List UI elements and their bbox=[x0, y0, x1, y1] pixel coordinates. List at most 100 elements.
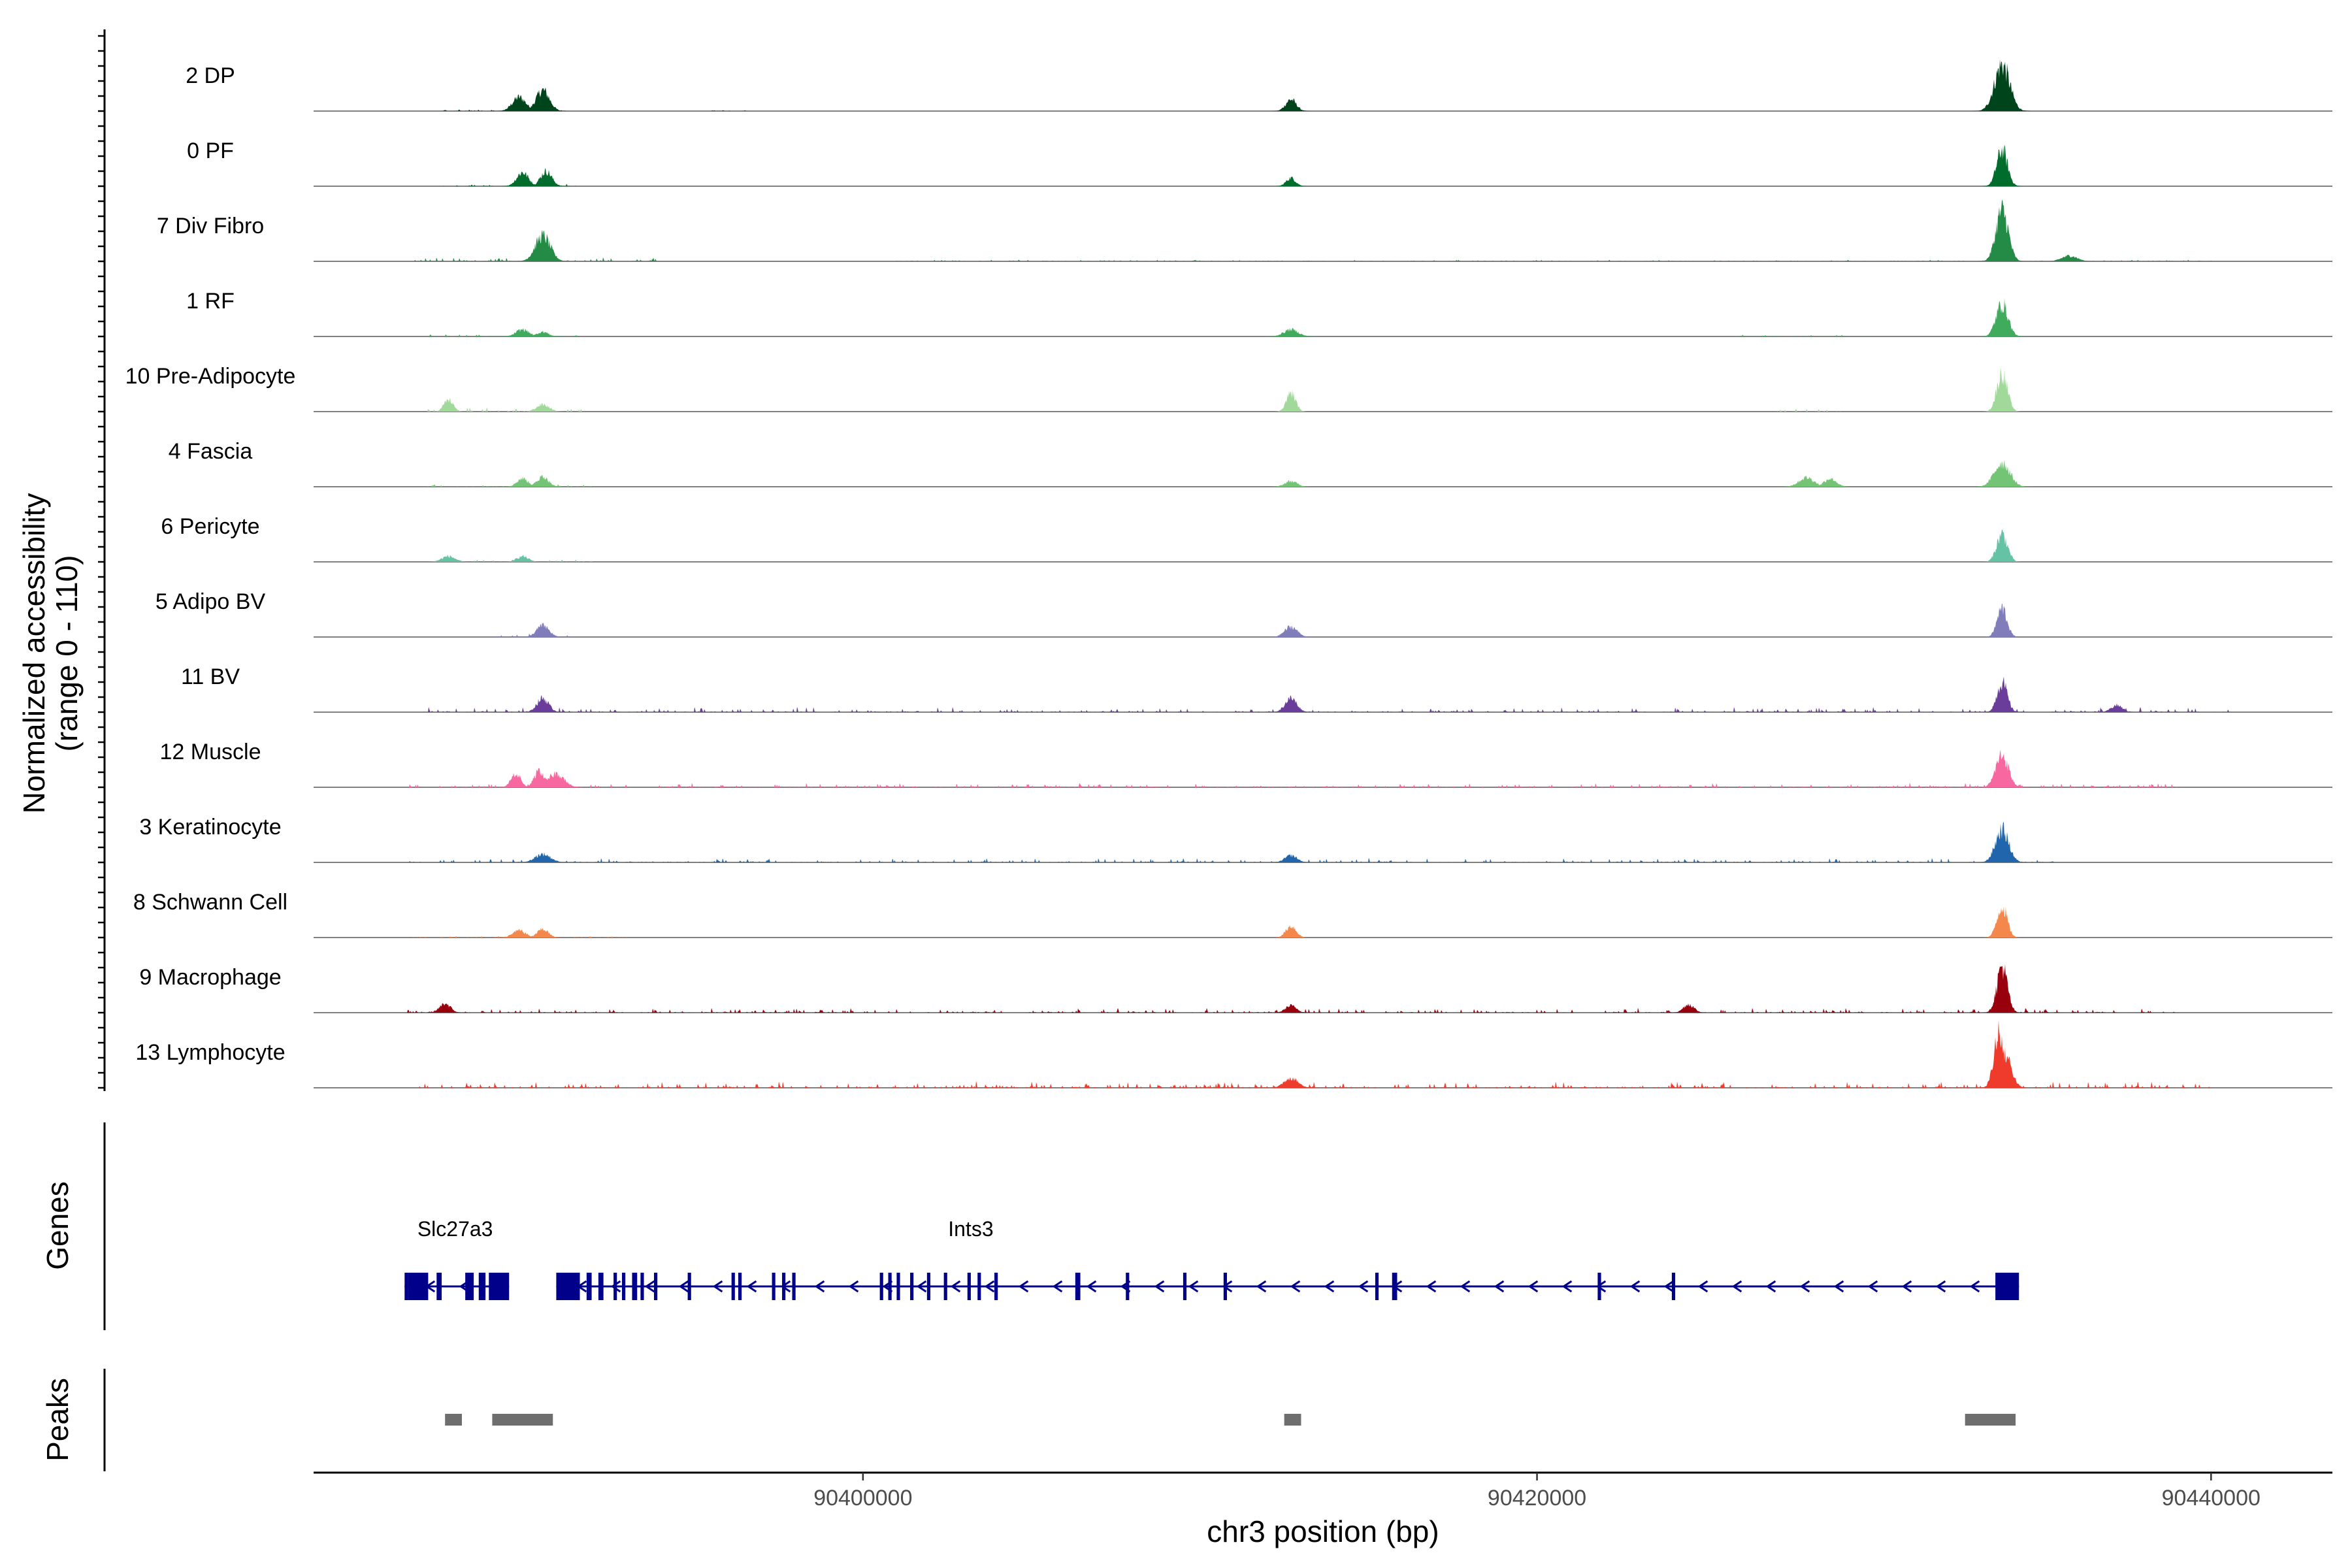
accessibility-tracks: 2 DP 0 PF 7 Div Fibro 1 RF 10 Pre-Adipocyte 4… bbox=[125, 59, 2332, 1088]
track-label: 5 Adipo BV bbox=[155, 589, 266, 614]
track-signal-area bbox=[314, 1020, 2332, 1088]
track-6-pericyte: 6 Pericyte bbox=[161, 514, 2332, 563]
strand-arrow bbox=[1460, 1280, 1471, 1293]
genes-track: Slc27a3 Ints3 bbox=[404, 1217, 2019, 1300]
gene-exon bbox=[910, 1273, 914, 1300]
track-signal-area bbox=[314, 964, 2332, 1013]
strand-arrow bbox=[1799, 1280, 1810, 1293]
track-signal-area bbox=[314, 749, 2332, 787]
x-tick-label: 90400000 bbox=[813, 1486, 912, 1511]
strand-arrow bbox=[610, 1280, 621, 1293]
strand-arrow bbox=[1663, 1280, 1674, 1293]
gene-exon bbox=[943, 1273, 947, 1300]
strand-arrow bbox=[916, 1280, 927, 1293]
gene-exon bbox=[994, 1273, 998, 1300]
track-label: 7 Div Fibro bbox=[157, 214, 264, 238]
gene-exon bbox=[792, 1273, 796, 1300]
strand-arrow bbox=[1731, 1280, 1742, 1293]
track-signal-area bbox=[314, 59, 2332, 111]
gene-exon bbox=[1223, 1273, 1227, 1300]
gene-exon bbox=[1995, 1273, 2019, 1300]
track-label: 1 RF bbox=[186, 289, 235, 314]
track-signal-area bbox=[314, 603, 2332, 637]
peaks-track bbox=[445, 1414, 2016, 1426]
gene-exon bbox=[1183, 1273, 1187, 1300]
track-label: 13 Lymphocyte bbox=[135, 1040, 285, 1065]
gene-exon bbox=[731, 1273, 735, 1300]
strand-arrow bbox=[746, 1280, 757, 1293]
track-13-lymphocyte: 13 Lymphocyte bbox=[135, 1020, 2332, 1088]
peaks-track-title: Peaks bbox=[41, 1378, 74, 1462]
strand-arrow bbox=[1901, 1280, 1912, 1293]
track-1-rf: 1 RF bbox=[186, 289, 2332, 337]
gene-ints3: Ints3 bbox=[556, 1217, 2019, 1300]
strand-arrow bbox=[1086, 1280, 1097, 1293]
gene-exon bbox=[879, 1273, 883, 1300]
gene-exon bbox=[640, 1273, 644, 1300]
strand-arrow bbox=[1018, 1280, 1029, 1293]
strand-arrow bbox=[848, 1280, 859, 1293]
track-signal-area bbox=[314, 367, 2332, 412]
gene-exon bbox=[465, 1273, 474, 1300]
strand-arrow bbox=[1527, 1280, 1539, 1293]
track-0-pf: 0 PF bbox=[187, 139, 2332, 187]
track-label: 0 PF bbox=[187, 139, 234, 163]
strand-arrow bbox=[1969, 1280, 1980, 1293]
track-label: 11 BV bbox=[181, 664, 240, 689]
genes-track-title: Genes bbox=[41, 1181, 74, 1270]
gene-label: Slc27a3 bbox=[417, 1217, 493, 1241]
track-4-fascia: 4 Fascia bbox=[169, 439, 2332, 487]
track-signal-area bbox=[314, 144, 2332, 186]
peak-region bbox=[1284, 1414, 1301, 1426]
strand-arrow bbox=[1426, 1280, 1437, 1293]
track-signal-area bbox=[314, 906, 2332, 938]
strand-arrow bbox=[644, 1280, 655, 1293]
track-7-div-fibro: 7 Div Fibro bbox=[157, 199, 2332, 262]
gene-exon bbox=[772, 1273, 776, 1300]
gene-exon bbox=[1597, 1273, 1601, 1300]
track-11-bv: 11 BV bbox=[181, 664, 2332, 713]
track-signal-area bbox=[314, 199, 2332, 261]
track-5-adipo-bv: 5 Adipo BV bbox=[155, 589, 2332, 638]
x-tick-label: 90440000 bbox=[2162, 1486, 2261, 1511]
strand-arrow bbox=[1595, 1280, 1607, 1293]
strand-arrow bbox=[1935, 1280, 1946, 1293]
track-label: 4 Fascia bbox=[169, 439, 253, 464]
gene-exon bbox=[404, 1273, 408, 1300]
strand-arrow bbox=[1154, 1280, 1165, 1293]
gene-exon bbox=[613, 1273, 617, 1300]
track-label: 2 DP bbox=[186, 63, 235, 88]
gene-exon bbox=[1126, 1273, 1130, 1300]
gene-exon bbox=[888, 1273, 892, 1300]
strand-arrow bbox=[1833, 1280, 1844, 1293]
track-signal-area bbox=[314, 529, 2332, 562]
strand-arrow bbox=[1561, 1280, 1573, 1293]
track-signal-area bbox=[314, 298, 2332, 336]
gene-exon bbox=[556, 1273, 580, 1300]
strand-arrow bbox=[814, 1280, 825, 1293]
gene-exon bbox=[1671, 1273, 1676, 1300]
gene-exon bbox=[977, 1273, 981, 1300]
gene-exon bbox=[1375, 1273, 1379, 1300]
track-signal-area bbox=[314, 822, 2332, 862]
gene-slc27a3: Slc27a3 bbox=[404, 1217, 510, 1300]
track-8-schwann-cell: 8 Schwann Cell bbox=[133, 890, 2332, 938]
strand-arrow bbox=[1494, 1280, 1505, 1293]
gene-exon bbox=[489, 1273, 510, 1300]
track-9-macrophage: 9 Macrophage bbox=[139, 964, 2332, 1013]
gene-label: Ints3 bbox=[948, 1217, 993, 1241]
gene-exon bbox=[586, 1273, 592, 1300]
track-label: 8 Schwann Cell bbox=[133, 890, 287, 915]
strand-arrow bbox=[1358, 1280, 1369, 1293]
track-10-pre-adipocyte: 10 Pre-Adipocyte bbox=[125, 364, 2332, 412]
track-12-muscle: 12 Muscle bbox=[160, 740, 2332, 788]
peak-region bbox=[492, 1414, 553, 1426]
gene-exon bbox=[622, 1273, 626, 1300]
strand-arrow bbox=[1290, 1280, 1301, 1293]
track-label: 6 Pericyte bbox=[161, 514, 259, 539]
track-label: 9 Macrophage bbox=[139, 965, 281, 990]
track-2-dp: 2 DP bbox=[186, 59, 2332, 112]
strand-arrow bbox=[1629, 1280, 1641, 1293]
track-signal-area bbox=[314, 460, 2332, 487]
